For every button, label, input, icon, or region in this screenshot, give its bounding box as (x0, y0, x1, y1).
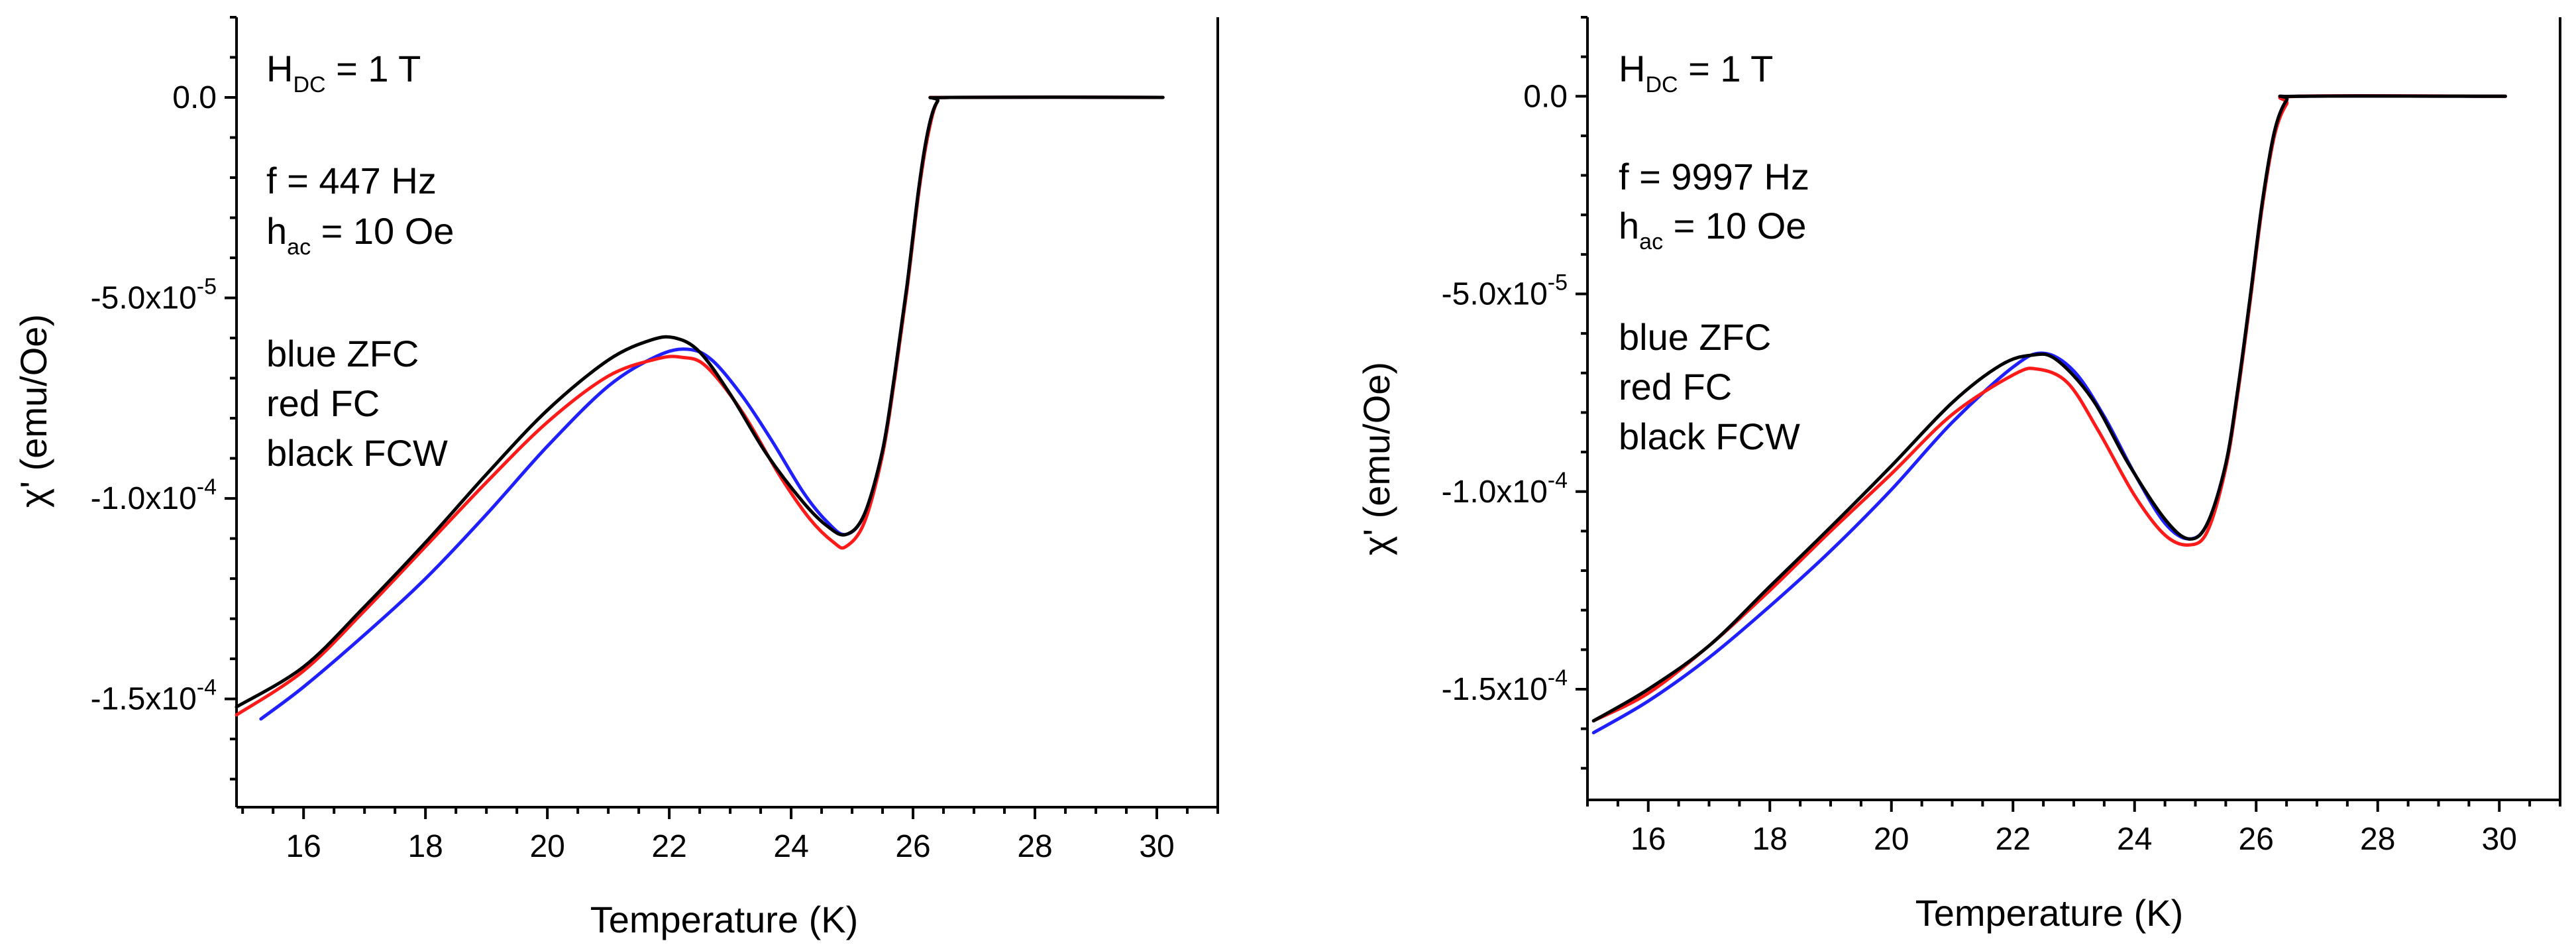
y-axis-title: χ' (emu/Oe) (1356, 362, 1397, 555)
x-tick-label: 28 (2360, 822, 2395, 857)
x-tick-label: 26 (2239, 822, 2274, 857)
x-tick-label: 28 (1017, 829, 1052, 864)
annotations: HDC = 1 T f = 9997 Hz hac = 10 Oe blue Z… (1619, 48, 1809, 457)
x-axis-title: Temperature (K) (590, 899, 859, 940)
y-tick-label: -1.5x10-4 (1442, 665, 1568, 707)
legend-blue-zfc: blue ZFC (266, 333, 419, 374)
legend-blue-zfc: blue ZFC (1619, 316, 1771, 358)
hac-label: hac = 10 Oe (266, 210, 454, 260)
legend-red-fc: red FC (1619, 366, 1732, 408)
frequency-label: f = 9997 Hz (1619, 156, 1809, 197)
y-tick-label: -1.0x10-4 (91, 474, 217, 516)
y-tick-label: 0.0 (172, 80, 217, 115)
x-tick-label: 30 (2482, 822, 2517, 857)
hdc-label: HDC = 1 T (266, 48, 421, 97)
x-tick-label: 22 (1996, 822, 2031, 857)
y-axis-title: χ' (emu/Oe) (13, 314, 54, 508)
y-tick-label: -5.0x10-5 (1442, 270, 1568, 312)
series-fcw-line (1591, 94, 2507, 723)
x-tick-label: 24 (2117, 822, 2152, 857)
x-tick-label: 26 (895, 829, 930, 864)
x-tick-label: 20 (529, 829, 564, 864)
legend-red-fc: red FC (266, 382, 380, 424)
series-fcw-line (235, 95, 1165, 709)
x-tick-label: 30 (1139, 829, 1174, 864)
x-tick-label: 22 (651, 829, 686, 864)
x-tick-label: 24 (773, 829, 808, 864)
chart-left: χ' (emu/Oe) Temperature (K) HDC = 1 T f … (13, 16, 1219, 940)
y-tick-label: -5.0x10-5 (91, 274, 217, 316)
legend-black-fcw: black FCW (266, 432, 448, 474)
y-tick-label: -1.0x10-4 (1442, 468, 1568, 510)
x-tick-label: 16 (1631, 822, 1666, 857)
x-tick-label: 18 (407, 829, 443, 864)
x-axis-title: Temperature (K) (1915, 892, 2184, 934)
y-tick-label: 0.0 (1523, 79, 1568, 114)
x-tick-label: 18 (1752, 822, 1788, 857)
y-tick-label: -1.5x10-4 (91, 675, 217, 717)
hdc-label: HDC = 1 T (1619, 48, 1773, 97)
x-tick-label: 16 (286, 829, 321, 864)
chart-right: χ' (emu/Oe) Temperature (K) HDC = 1 T f … (1356, 16, 2561, 934)
x-tick-label: 20 (1874, 822, 1909, 857)
legend-black-fcw: black FCW (1619, 416, 1800, 457)
hac-label: hac = 10 Oe (1619, 205, 1806, 254)
annotations: HDC = 1 T f = 447 Hz hac = 10 Oe blue ZF… (266, 48, 454, 474)
frequency-label: f = 447 Hz (266, 160, 437, 201)
